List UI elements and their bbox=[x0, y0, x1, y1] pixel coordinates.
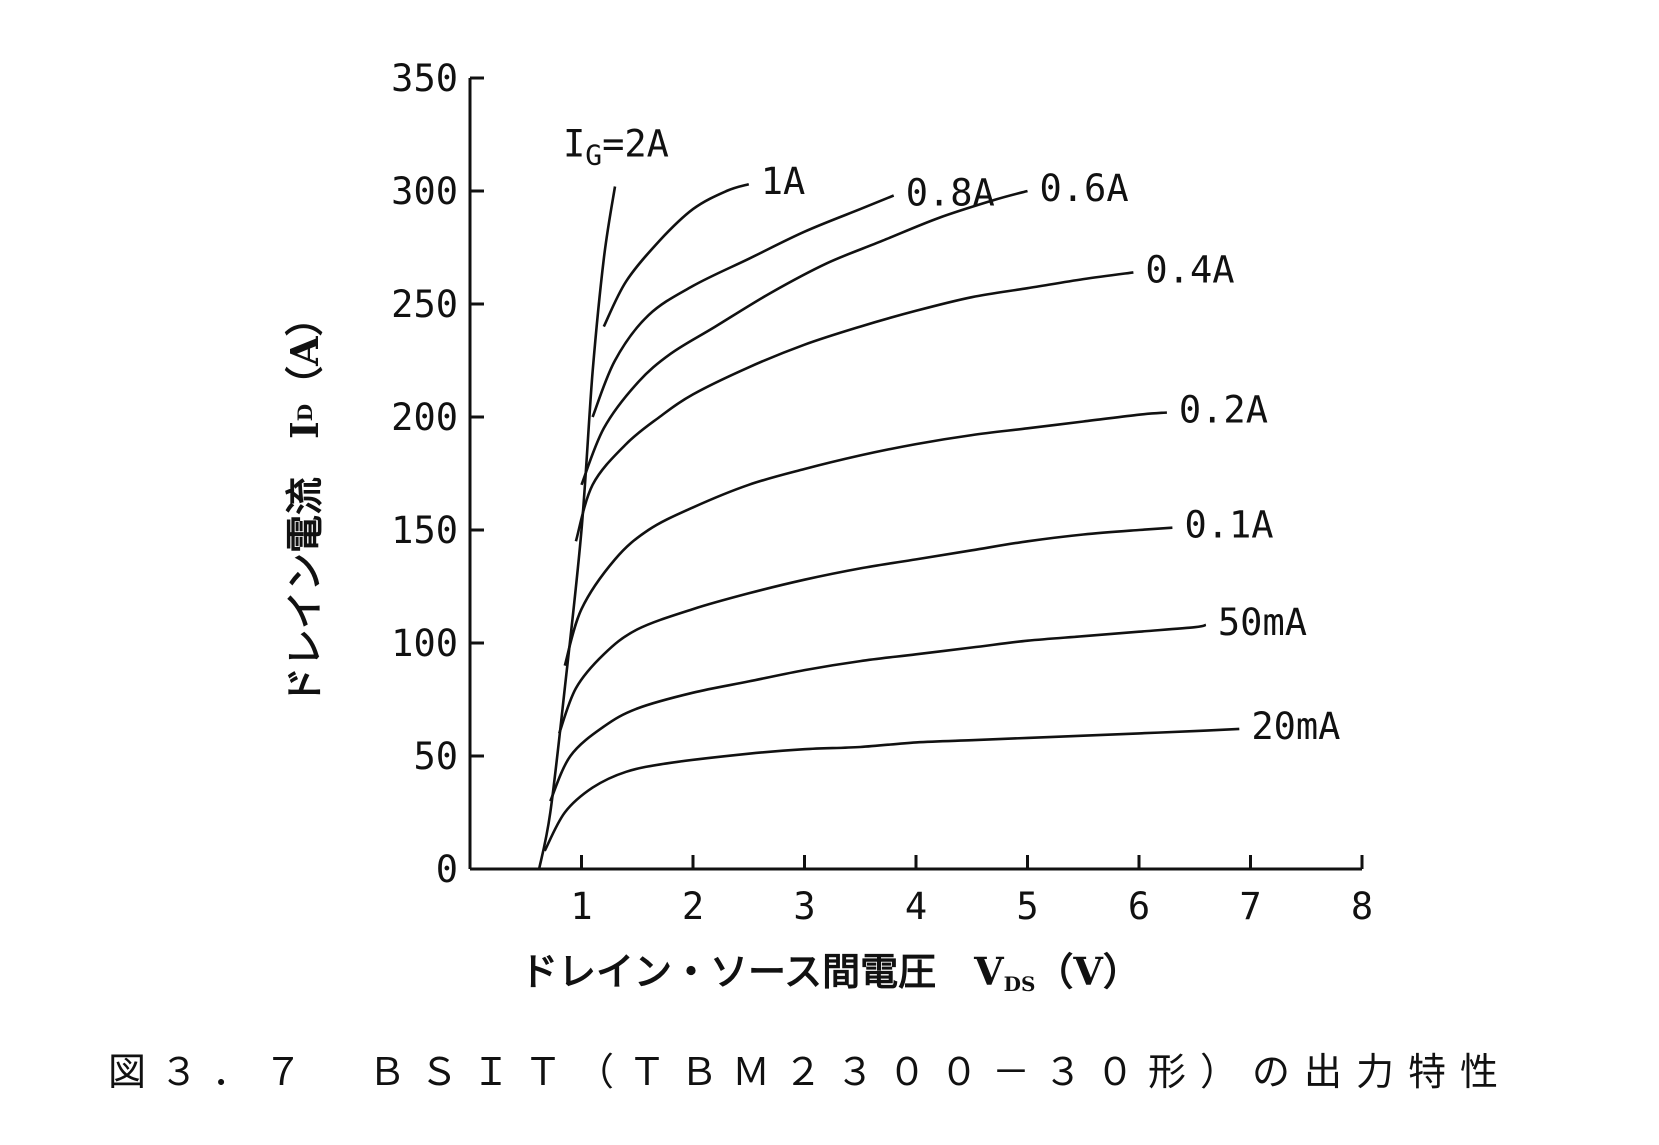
series-label-8: 20mA bbox=[1251, 705, 1340, 748]
series-label-4: 0.4A bbox=[1145, 248, 1234, 291]
y-tick-label: 100 bbox=[391, 622, 458, 665]
series-label-0: IG=2A bbox=[563, 122, 669, 171]
series-label-3: 0.6A bbox=[1040, 167, 1129, 210]
series-line-1 bbox=[602, 182, 750, 328]
series-label-2: 0.8A bbox=[906, 172, 995, 215]
x-tick-label: 1 bbox=[570, 885, 592, 928]
y-axis-title-sub: D bbox=[293, 404, 317, 421]
x-tick-label: 6 bbox=[1128, 885, 1150, 928]
x-tick-label: 3 bbox=[793, 885, 815, 928]
y-axis-title-main: ドレイン電流 I bbox=[282, 421, 327, 705]
series-line-6 bbox=[557, 526, 1173, 734]
series-line-5 bbox=[563, 411, 1168, 666]
curves-group bbox=[537, 182, 1240, 870]
series-line-4 bbox=[574, 271, 1134, 542]
series-label-1: 1A bbox=[761, 160, 806, 203]
y-axis-title: ドレイン電流 ID（A） bbox=[282, 298, 327, 705]
series-label-7: 50mA bbox=[1218, 601, 1307, 644]
series-label-5: 0.2A bbox=[1179, 388, 1268, 431]
series-line-2 bbox=[591, 194, 895, 418]
series-line-7 bbox=[549, 623, 1207, 802]
y-tick-label: 300 bbox=[391, 170, 458, 213]
x-axis-title-unit: （V） bbox=[1035, 949, 1140, 994]
series-line-3 bbox=[580, 189, 1028, 486]
series-line-0 bbox=[537, 186, 617, 870]
x-tick-label: 2 bbox=[682, 885, 704, 928]
y-tick-label: 350 bbox=[391, 57, 458, 100]
axes-group: 0 50 100 150 200 250 300 350 1 2 3 4 5 6 7 8 bbox=[391, 57, 1373, 928]
y-tick-label: 50 bbox=[413, 735, 458, 778]
x-axis-title-main: ドレイン・ソース間電圧 V bbox=[520, 949, 1005, 994]
x-tick-label: 7 bbox=[1239, 885, 1261, 928]
x-tick-label: 8 bbox=[1351, 885, 1373, 928]
y-tick-label: 150 bbox=[391, 509, 458, 552]
series-line-8 bbox=[543, 727, 1240, 852]
y-tick-label: 250 bbox=[391, 283, 458, 326]
figure-caption: 図３．７ ＢＳＩＴ（ＴＢＭ２３００－３０形）の出力特性 bbox=[108, 1050, 1512, 1094]
x-axis-title: ドレイン・ソース間電圧 VDS（V） bbox=[520, 949, 1141, 996]
series-label-6: 0.1A bbox=[1184, 504, 1273, 547]
y-tick-label: 0 bbox=[436, 848, 458, 891]
x-axis-title-sub: DS bbox=[1004, 972, 1036, 996]
series-labels-group: IG=2A 1A 0.8A 0.6A 0.4A 0.2A 0.1A 50mA 20mA bbox=[563, 122, 1341, 747]
y-axis-title-unit: （A） bbox=[282, 298, 327, 403]
x-tick-label: 5 bbox=[1016, 885, 1038, 928]
x-tick-label: 4 bbox=[905, 885, 927, 928]
y-tick-label: 200 bbox=[391, 396, 458, 439]
